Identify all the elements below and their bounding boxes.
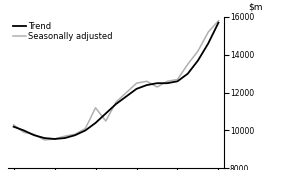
Text: $m: $m bbox=[248, 2, 262, 11]
Legend: Trend, Seasonally adjusted: Trend, Seasonally adjusted bbox=[13, 21, 114, 42]
